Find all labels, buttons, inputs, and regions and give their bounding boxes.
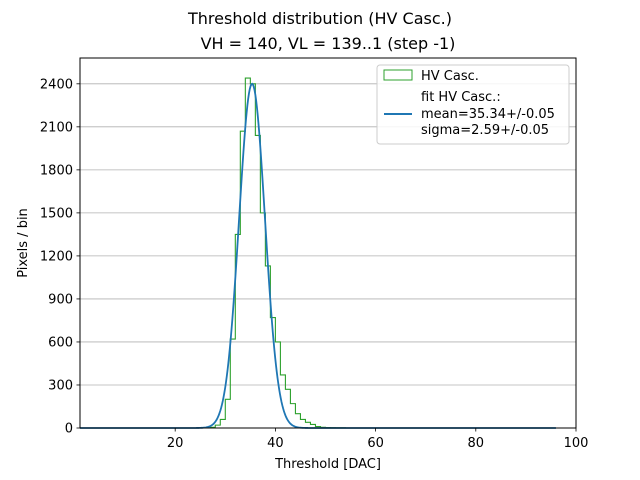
axis-ticks: 0 300 600 900 1200 1500 1800 2100 2400 20 40 60 80 10…	[40, 77, 589, 451]
legend-label-fit-line-1: fit HV Casc.:	[421, 90, 501, 105]
y-tick-label: 1800	[40, 163, 73, 178]
histogram-bin	[230, 339, 235, 428]
legend-label-histogram: HV Casc.	[421, 69, 479, 84]
chart-subtitle: VH = 140, VL = 139..1 (step -1)	[201, 34, 456, 53]
y-tick-label: 2400	[40, 77, 73, 92]
y-tick-label: 600	[48, 335, 73, 350]
grid-lines	[80, 83, 576, 386]
histogram-bin	[245, 78, 250, 428]
histogram-bin	[225, 399, 230, 428]
histogram-bin	[255, 135, 260, 428]
x-axis-label: Threshold [DAC]	[274, 457, 381, 472]
y-tick-label: 900	[48, 292, 73, 307]
histogram-bin	[295, 414, 300, 428]
histogram-bin	[250, 84, 255, 428]
y-tick-label: 300	[48, 378, 73, 393]
legend-histogram-swatch	[383, 69, 413, 81]
histogram-bin	[220, 419, 225, 428]
histogram-bin	[300, 419, 305, 428]
x-tick-label: 60	[367, 436, 384, 451]
x-tick-label: 20	[167, 436, 184, 451]
axes-frame	[79, 57, 577, 429]
y-tick-label: 0	[65, 422, 73, 437]
y-axis-label: Pixels / bin	[16, 208, 31, 278]
x-tick-label: 40	[267, 436, 284, 451]
legend-label-fit-line-3: sigma=2.59+/-0.05	[421, 123, 549, 138]
x-tick-label: 100	[564, 436, 589, 451]
legend-label-fit-line-2: mean=35.34+/-0.05	[421, 107, 555, 122]
histogram-bin	[260, 213, 265, 428]
y-tick-label: 1200	[40, 249, 73, 264]
y-tick-label: 2100	[40, 120, 73, 135]
y-tick-label: 1500	[40, 206, 73, 221]
legend: HV Casc. fit HV Casc.: mean=35.34+/-0.05…	[376, 64, 570, 145]
chart-title: Threshold distribution (HV Casc.)	[187, 9, 452, 28]
x-tick-label: 80	[468, 436, 485, 451]
legend-box	[376, 64, 570, 145]
